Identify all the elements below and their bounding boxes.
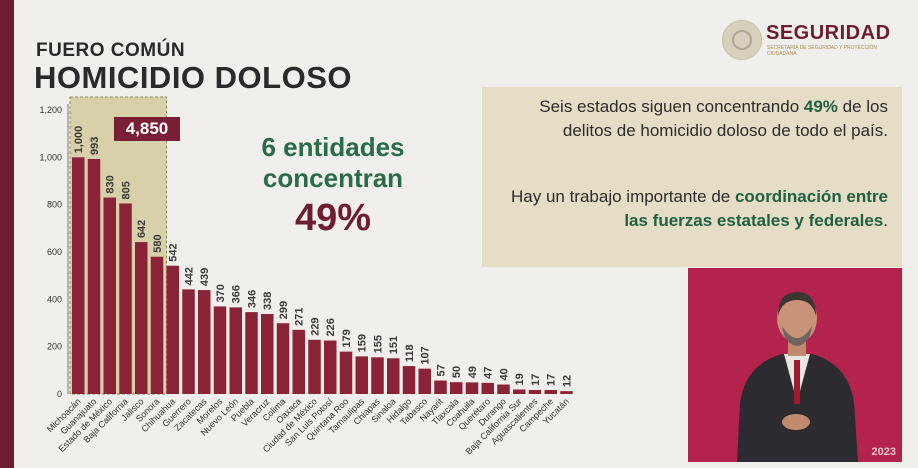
seal-icon — [722, 20, 762, 60]
data-label: 366 — [231, 285, 243, 303]
callout-text: de los delitos de homicidio doloso de to… — [562, 97, 888, 140]
bar — [324, 340, 337, 394]
bar — [198, 290, 211, 394]
callout-highlight: 49% — [803, 97, 838, 116]
data-label: 338 — [262, 292, 274, 310]
total-badge: 4,850 — [114, 117, 180, 141]
data-label: 993 — [89, 137, 101, 155]
y-tick-label: 0 — [57, 389, 62, 399]
data-label: 642 — [136, 220, 148, 238]
bar — [387, 358, 400, 394]
data-label: 299 — [278, 301, 290, 319]
y-tick-label: 1,200 — [39, 105, 62, 115]
y-tick-label: 800 — [47, 200, 62, 210]
data-label: 346 — [247, 290, 259, 308]
bar — [166, 265, 179, 394]
data-label: 830 — [105, 175, 117, 193]
data-label: 179 — [341, 329, 353, 347]
video-watermark: 2023 — [871, 446, 896, 458]
bar — [465, 382, 479, 394]
data-label: 118 — [404, 344, 416, 362]
data-label: 57 — [436, 364, 448, 376]
data-label: 159 — [357, 334, 369, 352]
bar — [119, 203, 132, 394]
y-tick-label: 1,000 — [39, 152, 62, 162]
data-label: 107 — [420, 346, 432, 364]
data-label: 271 — [294, 308, 306, 326]
bar — [229, 307, 242, 394]
bar — [292, 329, 305, 394]
bar — [87, 158, 101, 394]
concentration-line-1: 6 entidades — [261, 132, 405, 162]
data-label: 49 — [467, 366, 479, 378]
bar — [261, 314, 274, 394]
concentration-message: 6 entidades concentran 49% — [248, 132, 418, 242]
interpreter-figure — [737, 292, 858, 462]
bar — [497, 384, 510, 394]
data-label: 155 — [373, 335, 385, 353]
y-tick-label: 200 — [47, 342, 62, 352]
brand-name: SEGURIDAD — [766, 22, 891, 44]
data-label: 151 — [388, 336, 400, 354]
bar — [513, 389, 526, 394]
brand-logo: SEGURIDAD SECRETARÍA DE SEGURIDAD Y PROT… — [722, 20, 907, 60]
data-label: 439 — [199, 268, 211, 286]
bar — [276, 323, 290, 394]
callout-text: Seis estados siguen concentrando — [539, 97, 804, 116]
callout-paragraph-1: Seis estados siguen concentrando 49% de … — [488, 95, 888, 143]
slide-title: HOMICIDIO DOLOSO — [34, 60, 352, 95]
bar — [245, 312, 258, 394]
data-label: 1,000 — [73, 126, 85, 154]
data-label: 40 — [499, 368, 511, 380]
bar — [355, 356, 368, 394]
bar — [560, 391, 573, 394]
bar — [103, 197, 116, 394]
sign-language-interpreter-video: 2023 — [688, 268, 902, 462]
y-tick-label: 600 — [47, 247, 62, 257]
data-label: 17 — [546, 374, 558, 386]
data-label: 442 — [184, 267, 196, 285]
data-label: 19 — [514, 373, 526, 385]
brand-subtitle: SECRETARÍA DE SEGURIDAD Y PROTECCIÓN CIU… — [767, 45, 878, 57]
info-callout: Seis estados siguen concentrando 49% de … — [482, 87, 902, 267]
data-label: 17 — [530, 374, 542, 386]
bar — [481, 382, 494, 394]
bar — [528, 389, 542, 394]
left-accent-bar — [0, 0, 14, 468]
bar — [308, 339, 321, 394]
highlight-region — [69, 96, 167, 395]
y-tick-label: 400 — [47, 294, 62, 304]
bar — [371, 357, 384, 394]
slide-kicker: FUERO COMÚN — [36, 40, 186, 61]
data-label: 226 — [325, 318, 337, 336]
bar — [402, 366, 416, 394]
bar — [182, 289, 195, 394]
bar — [150, 256, 164, 394]
callout-highlight: coordinación entre las fuerzas estatales… — [624, 187, 888, 230]
callout-paragraph-2: Hay un trabajo importante de coordinació… — [488, 185, 888, 233]
bar — [544, 389, 557, 394]
data-label: 47 — [483, 367, 495, 379]
concentration-line-2: concentran — [262, 163, 404, 193]
data-label: 12 — [562, 375, 574, 387]
data-label: 580 — [152, 234, 164, 252]
bar — [434, 380, 447, 394]
callout-text: Hay un trabajo importante de — [511, 187, 735, 206]
data-label: 50 — [451, 366, 463, 378]
concentration-percent: 49% — [294, 197, 372, 239]
data-label: 542 — [168, 243, 180, 261]
bar — [213, 306, 227, 394]
data-label: 370 — [215, 284, 227, 302]
bar — [450, 382, 463, 394]
data-label: 229 — [310, 317, 322, 335]
callout-text: . — [883, 211, 888, 230]
data-label: 805 — [121, 181, 133, 199]
bar — [418, 368, 431, 394]
bar — [339, 351, 353, 394]
bar — [72, 157, 85, 394]
bar — [135, 242, 148, 394]
